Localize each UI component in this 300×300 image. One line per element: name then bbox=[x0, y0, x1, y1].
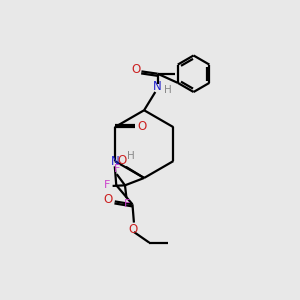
Text: F: F bbox=[113, 164, 120, 174]
Text: O: O bbox=[104, 194, 113, 206]
Text: O: O bbox=[117, 154, 126, 167]
Text: H: H bbox=[164, 85, 172, 94]
Text: H: H bbox=[127, 152, 134, 161]
Text: O: O bbox=[128, 223, 137, 236]
Text: N: N bbox=[110, 154, 119, 167]
Text: F: F bbox=[124, 199, 130, 208]
Text: O: O bbox=[131, 63, 140, 76]
Text: F: F bbox=[103, 180, 110, 190]
Text: N: N bbox=[153, 80, 162, 93]
Text: O: O bbox=[137, 120, 146, 133]
